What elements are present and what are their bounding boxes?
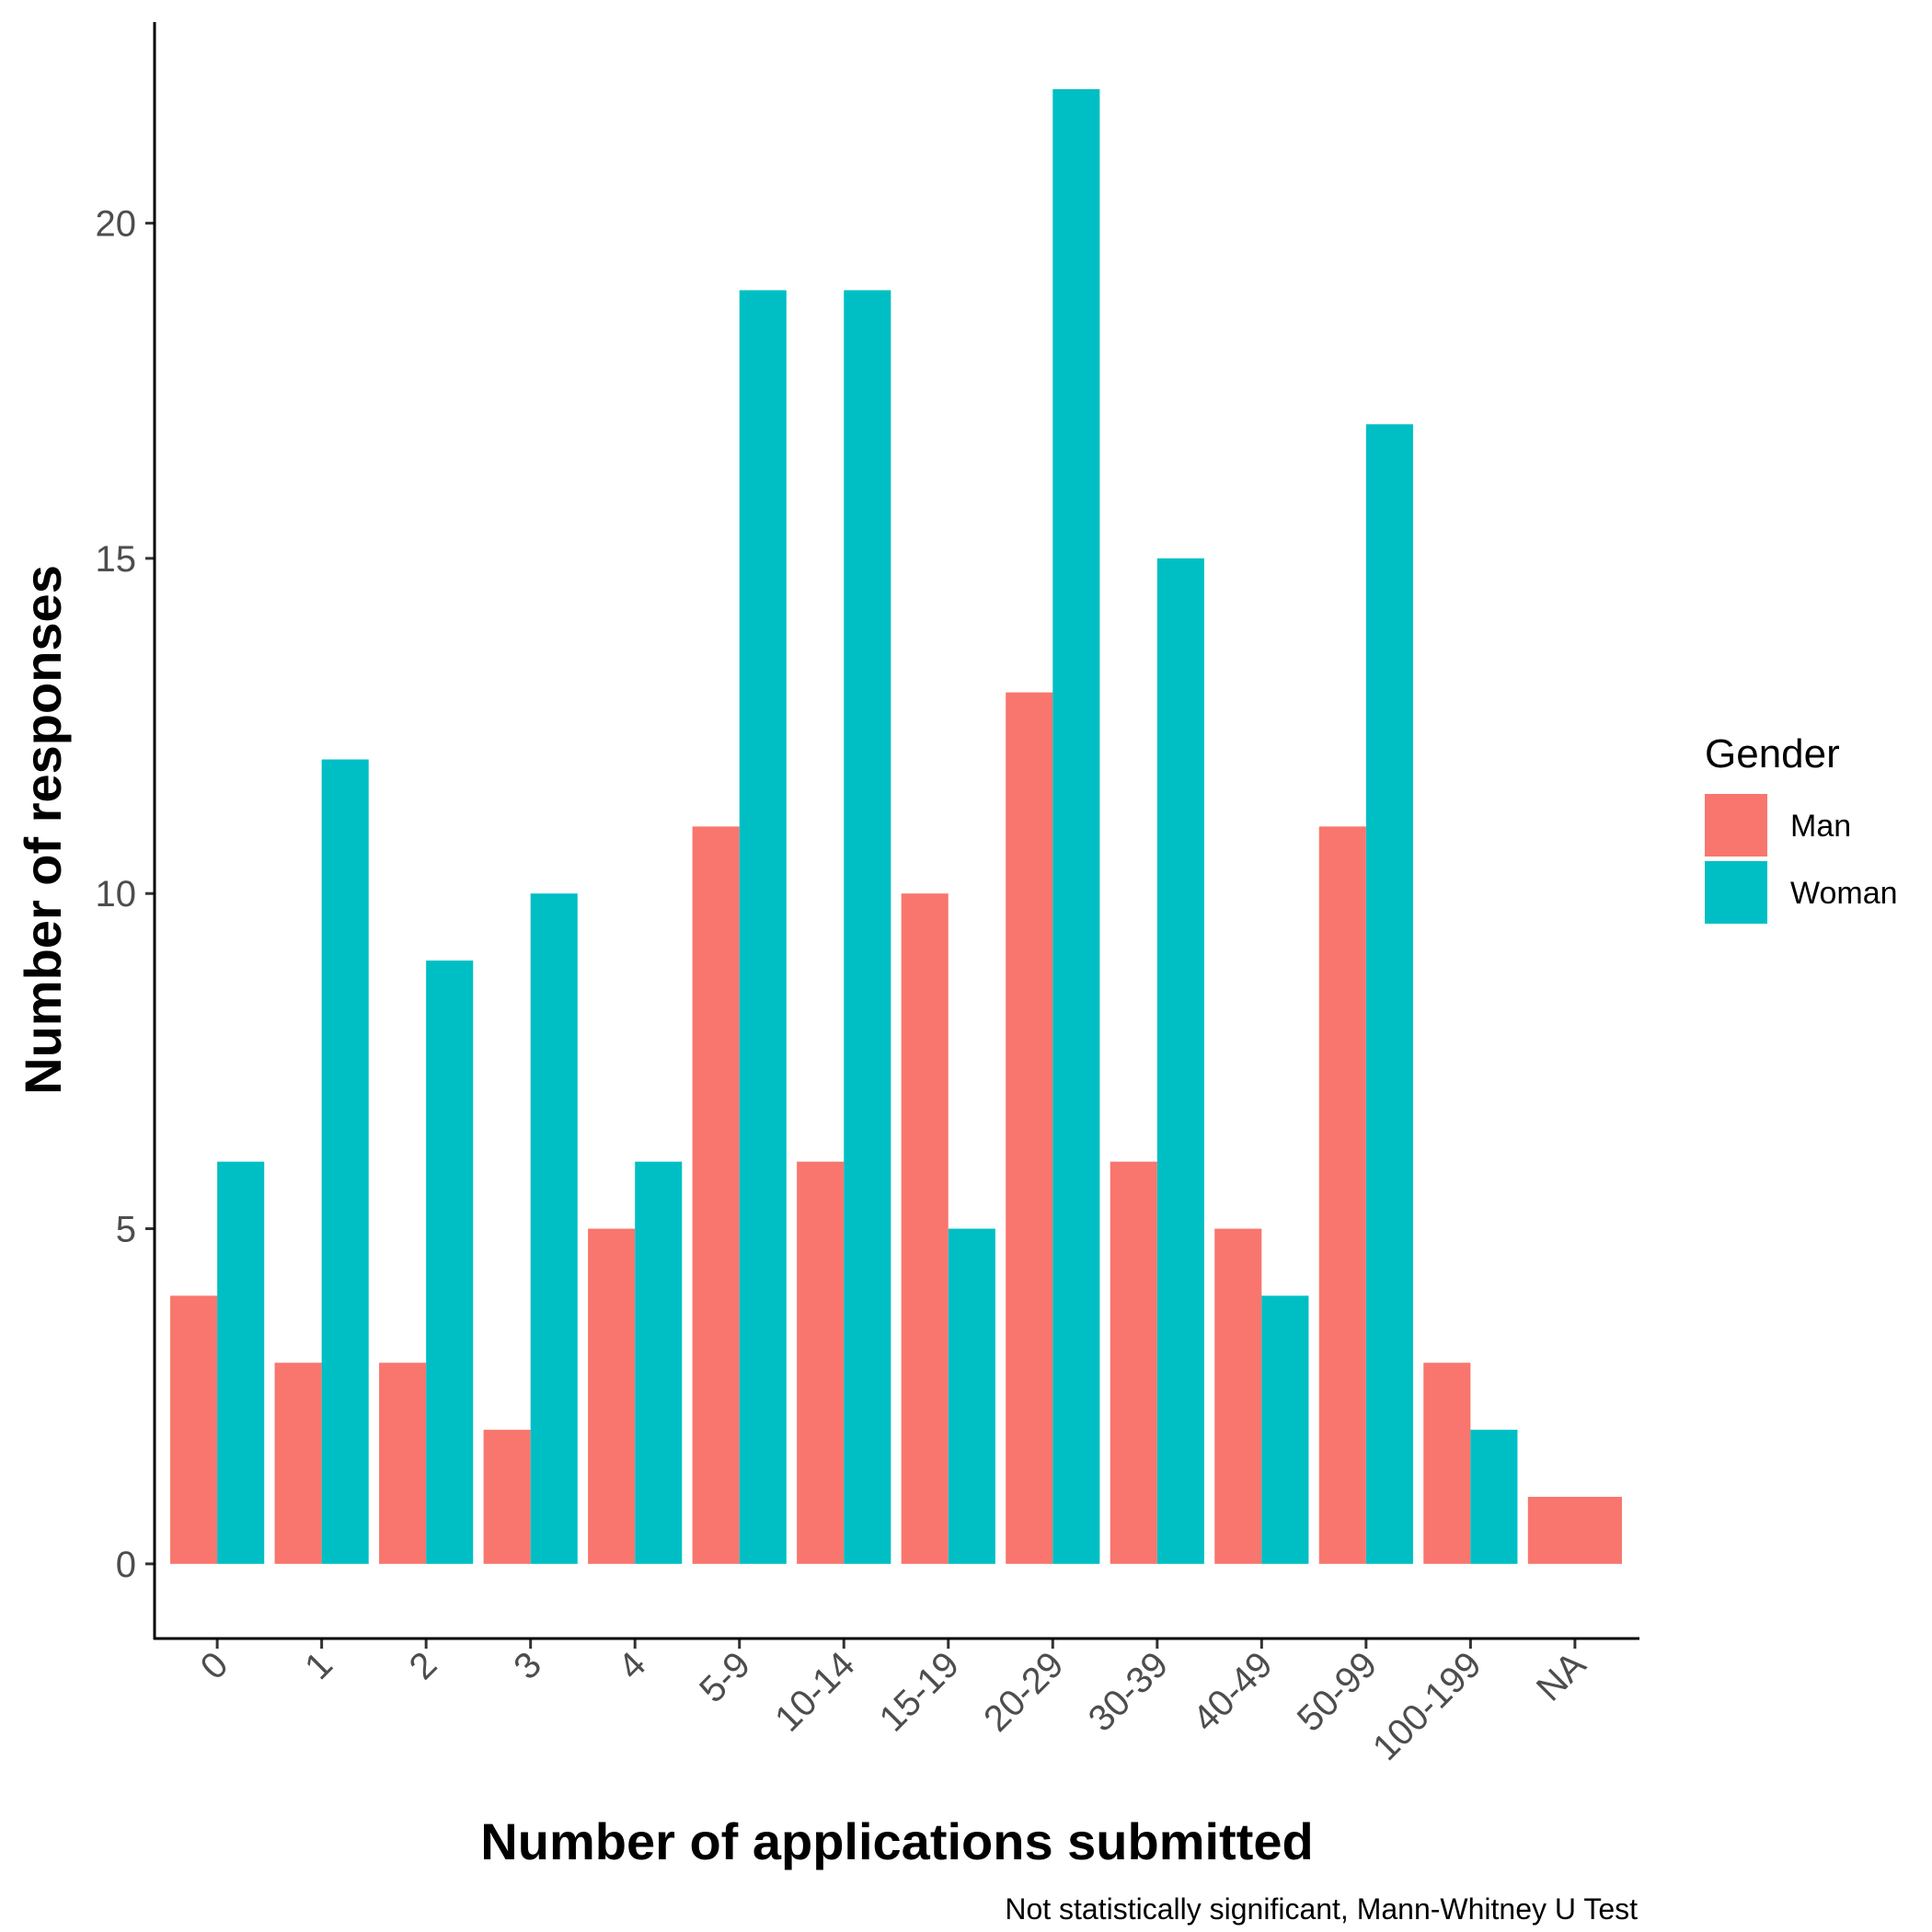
bar-man-3 xyxy=(483,1430,531,1564)
bar-man-30-39 xyxy=(1110,1161,1157,1564)
legend-label-woman: Woman xyxy=(1790,876,1898,911)
bar-woman-15-19 xyxy=(948,1228,995,1564)
bar-man-20-29 xyxy=(1006,692,1053,1564)
x-tick-label: 4 xyxy=(611,1644,654,1687)
bar-man-50-99 xyxy=(1318,826,1366,1564)
bar-woman-30-39 xyxy=(1156,558,1204,1564)
y-tick-label: 20 xyxy=(96,204,137,245)
bar-woman-2 xyxy=(426,960,474,1564)
bar-woman-50-99 xyxy=(1365,424,1413,1564)
x-tick-label: 20-29 xyxy=(976,1644,1071,1739)
bars-layer xyxy=(170,88,1622,1564)
x-tick-label: 30-39 xyxy=(1081,1644,1176,1739)
chart-caption: Not statistically significant, Mann-Whit… xyxy=(1005,1892,1638,1926)
x-tick-label: 0 xyxy=(193,1644,236,1687)
bar-man-10-14 xyxy=(797,1161,845,1564)
x-tick-label: 100-199 xyxy=(1365,1644,1489,1768)
bar-man-15-19 xyxy=(901,893,949,1564)
bar-woman-10-14 xyxy=(844,290,891,1564)
x-tick-label: 3 xyxy=(506,1644,549,1687)
x-tick-label: 50-99 xyxy=(1290,1644,1385,1739)
legend-label-man: Man xyxy=(1790,809,1851,844)
legend-items: Man Woman xyxy=(1705,794,1898,924)
bar-woman-100-199 xyxy=(1470,1430,1518,1564)
y-tick-label: 10 xyxy=(96,874,137,914)
bar-man-2 xyxy=(379,1363,427,1564)
x-axis-ticks: 0 1 2 3 4 5-9 10-14 15-19 20-29 30-39 40-49 50-9910… xyxy=(193,1639,1594,1768)
x-tick-label: 15-19 xyxy=(872,1644,967,1739)
x-axis-title: Number of applications submitted xyxy=(480,1812,1313,1870)
legend: Gender Man Woman xyxy=(1705,731,1898,924)
legend-title: Gender xyxy=(1705,731,1840,776)
bar-woman-0 xyxy=(217,1161,265,1564)
y-axis-ticks: 0 5 10 15 20 xyxy=(96,204,155,1585)
bar-man-NA xyxy=(1527,1496,1622,1564)
x-tick-label: 5-9 xyxy=(692,1644,758,1710)
bar-woman-20-29 xyxy=(1052,88,1100,1564)
x-tick-label: 40-49 xyxy=(1185,1644,1280,1739)
legend-swatch-woman xyxy=(1705,861,1767,924)
y-tick-label: 15 xyxy=(96,539,137,580)
bar-man-5-9 xyxy=(692,826,740,1564)
x-tick-label: 2 xyxy=(402,1644,445,1687)
x-tick-label: NA xyxy=(1529,1644,1594,1709)
bar-woman-5-9 xyxy=(739,290,787,1564)
bar-woman-3 xyxy=(530,893,578,1564)
y-tick-label: 0 xyxy=(116,1545,136,1585)
y-tick-label: 5 xyxy=(116,1210,136,1250)
bar-man-40-49 xyxy=(1214,1228,1262,1564)
bar-man-0 xyxy=(170,1295,218,1564)
bar-woman-4 xyxy=(635,1161,683,1564)
bar-man-1 xyxy=(274,1363,322,1564)
bar-woman-1 xyxy=(321,759,369,1564)
y-axis-title: Number of responses xyxy=(14,565,72,1095)
legend-swatch-man xyxy=(1705,794,1767,857)
x-tick-label: 10-14 xyxy=(767,1644,862,1739)
bar-woman-40-49 xyxy=(1261,1295,1309,1564)
x-tick-label: 1 xyxy=(297,1644,340,1687)
bar-man-4 xyxy=(588,1228,636,1564)
bar-man-100-199 xyxy=(1423,1363,1471,1564)
